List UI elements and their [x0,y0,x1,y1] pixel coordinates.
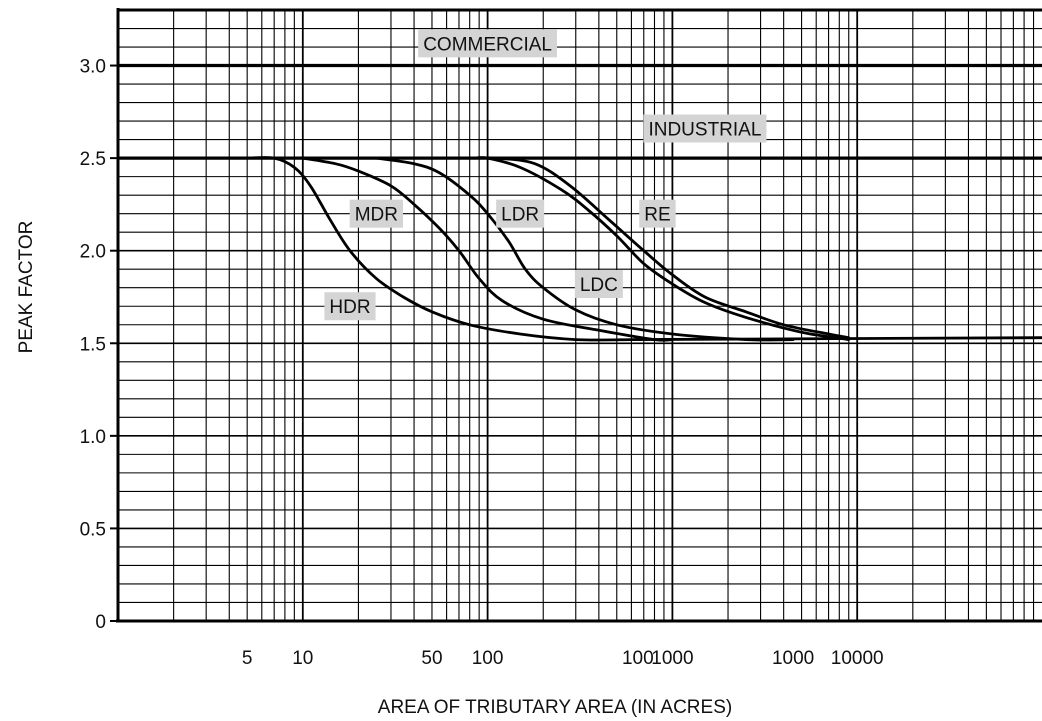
series-line-base [630,336,1042,341]
y-tick-label: 2.5 [80,149,106,170]
curve-label-commercial: COMMERCIAL [418,29,557,58]
curve-label-re: RE [639,199,676,228]
y-tick-label: 0.5 [80,519,106,540]
curve-label-mdr: MDR [349,199,403,228]
series-lines [116,63,1042,342]
curve-label-ldc: LDC [574,270,623,299]
curve-label-hdr: HDR [324,292,376,321]
series-line-ldr [374,156,795,342]
curve-label-box [418,29,557,58]
x-tick-label: 10000 [831,648,884,669]
x-tick-label: 1000 [772,648,814,669]
curve-label-box [639,199,676,228]
x-tick-label: 1000 [651,648,693,669]
y-tick-label: 3.0 [80,57,106,78]
x-tick-label: 100 [472,648,504,669]
curve-label-box [574,270,623,299]
y-tick-label: 1.0 [80,427,106,448]
series-line-hdr [245,156,633,342]
y-axis-ticks: 0 0.5 1.0 1.5 2.0 2.5 3.0 [80,57,118,633]
y-tick-label: 1.5 [80,334,106,355]
series-line-re [477,156,851,340]
plot-frame [116,8,1042,623]
x-tick-label: 5 [242,648,253,669]
y-tick-label: 2.0 [80,242,106,263]
curve-label-box [643,114,767,143]
curve-label-ldr: LDR [496,199,545,228]
y-tick-label: 0 [95,612,106,633]
series-line-ldc [473,156,851,341]
curve-label-text: LDC [580,275,618,296]
curve-label-text: COMMERCIAL [423,34,552,55]
curve-label-text: HDR [329,297,370,318]
y-axis-title: PEAK FACTOR [16,221,37,354]
x-tick-label: 100 [622,648,654,669]
curve-label-box [324,292,376,321]
curve-label-box [496,199,545,228]
curve-label-text: MDR [355,205,398,226]
grid [117,9,1042,622]
curve-label-text: LDR [501,205,539,226]
curve-label-text: RE [644,205,670,226]
x-tick-label: 10 [292,648,313,669]
curve-labels: COMMERCIAL INDUSTRIAL MDR LDR RE LDC HDR [324,29,767,321]
curve-label-text: INDUSTRIAL [648,119,761,140]
x-axis-title: AREA OF TRIBUTARY AREA (IN ACRES) [378,697,732,718]
curve-label-box [349,199,403,228]
series-line-mdr [301,156,674,342]
curve-label-industrial: INDUSTRIAL [643,114,767,143]
x-tick-label: 50 [421,648,442,669]
